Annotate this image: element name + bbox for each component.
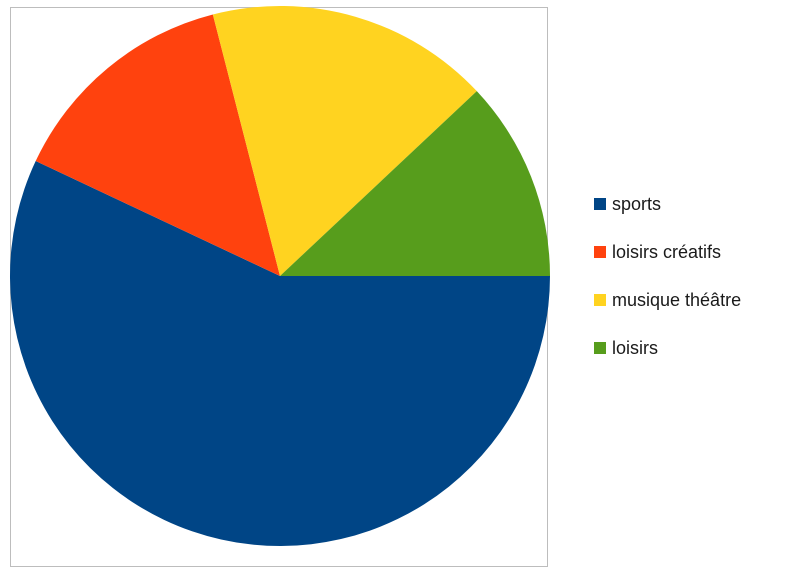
legend-swatch-loisirs (594, 342, 606, 354)
legend-swatch-musique-theatre (594, 294, 606, 306)
legend-item-musique-theatre: musique théâtre (594, 288, 794, 312)
legend-item-loisirs: loisirs (594, 336, 794, 360)
legend: sports loisirs créatifs musique théâtre … (594, 192, 794, 384)
legend-label-sports: sports (612, 194, 662, 214)
legend-label-loisirs: loisirs (612, 338, 659, 358)
legend-label-loisirs-creatifs: loisirs créatifs (612, 242, 722, 262)
pie-slice-loisirs (280, 91, 550, 277)
legend-swatch-loisirs-creatifs (594, 246, 606, 258)
legend-item-sports: sports (594, 192, 794, 216)
legend-label-musique-theatre: musique théâtre (612, 290, 742, 310)
pie-slice-loisirs-creatifs (35, 14, 280, 277)
pie-chart: sports loisirs créatifs musique théâtre … (9, 6, 794, 567)
pie-slice-sports (9, 161, 550, 547)
pie-slice-musique-theatre (212, 6, 477, 277)
legend-swatch-sports (594, 198, 606, 210)
legend-item-loisirs-creatifs: loisirs créatifs (594, 240, 794, 264)
pie-svg (9, 6, 550, 547)
